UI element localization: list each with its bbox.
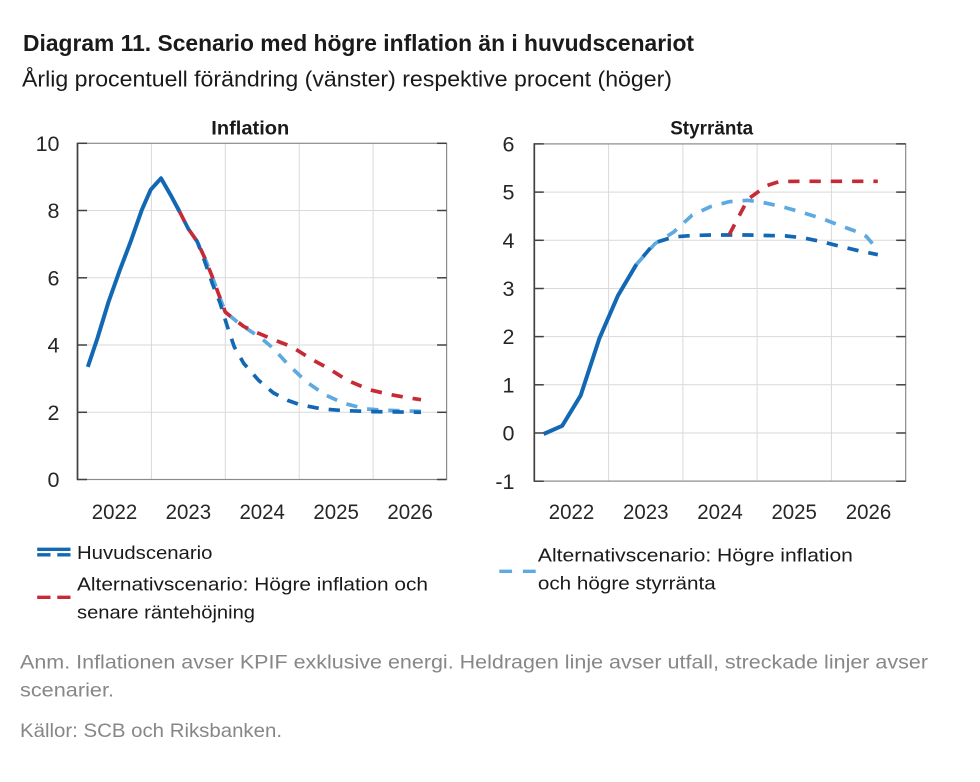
svg-text:Alternativscenario: Högre infl: Alternativscenario: Högre inflation <box>538 545 853 566</box>
svg-text:2024: 2024 <box>239 500 285 524</box>
svg-text:2026: 2026 <box>846 500 892 524</box>
svg-text:Huvudscenario: Huvudscenario <box>77 542 212 563</box>
svg-text:2022: 2022 <box>92 500 138 524</box>
svg-text:-1: -1 <box>495 470 514 494</box>
svg-text:4: 4 <box>48 334 60 358</box>
svg-text:6: 6 <box>48 266 60 290</box>
svg-text:2023: 2023 <box>166 500 212 524</box>
svg-text:scenarier.: scenarier. <box>20 679 114 701</box>
svg-text:2024: 2024 <box>697 500 743 524</box>
svg-text:Inflation: Inflation <box>211 118 289 140</box>
svg-text:2023: 2023 <box>623 500 669 524</box>
svg-text:Alternativscenario: Högre infl: Alternativscenario: Högre inflation och <box>77 574 428 595</box>
svg-text:3: 3 <box>503 277 515 301</box>
svg-text:senare räntehöjning: senare räntehöjning <box>77 602 255 623</box>
svg-text:2026: 2026 <box>387 500 433 524</box>
svg-text:2: 2 <box>48 401 60 425</box>
svg-text:0: 0 <box>48 468 60 492</box>
svg-text:2025: 2025 <box>313 500 359 524</box>
svg-text:0: 0 <box>503 422 515 446</box>
svg-text:Källor: SCB och Riksbanken.: Källor: SCB och Riksbanken. <box>20 720 282 742</box>
svg-text:och högre styrränta: och högre styrränta <box>538 573 717 594</box>
svg-text:Diagram 11. Scenario med högre: Diagram 11. Scenario med högre inflation… <box>23 30 694 56</box>
svg-text:2022: 2022 <box>549 500 595 524</box>
svg-text:8: 8 <box>48 199 60 223</box>
svg-text:Årlig procentuell förändring (: Årlig procentuell förändring (vänster) r… <box>22 67 672 92</box>
svg-text:5: 5 <box>503 181 515 205</box>
svg-text:1: 1 <box>503 373 515 397</box>
svg-text:10: 10 <box>36 132 60 156</box>
svg-text:4: 4 <box>503 229 515 253</box>
svg-text:Anm. Inflationen avser KPIF ex: Anm. Inflationen avser KPIF exklusive en… <box>20 652 929 674</box>
svg-text:2025: 2025 <box>771 500 817 524</box>
svg-text:6: 6 <box>503 133 515 157</box>
svg-text:2: 2 <box>503 325 515 349</box>
svg-text:Styrränta: Styrränta <box>670 118 754 140</box>
